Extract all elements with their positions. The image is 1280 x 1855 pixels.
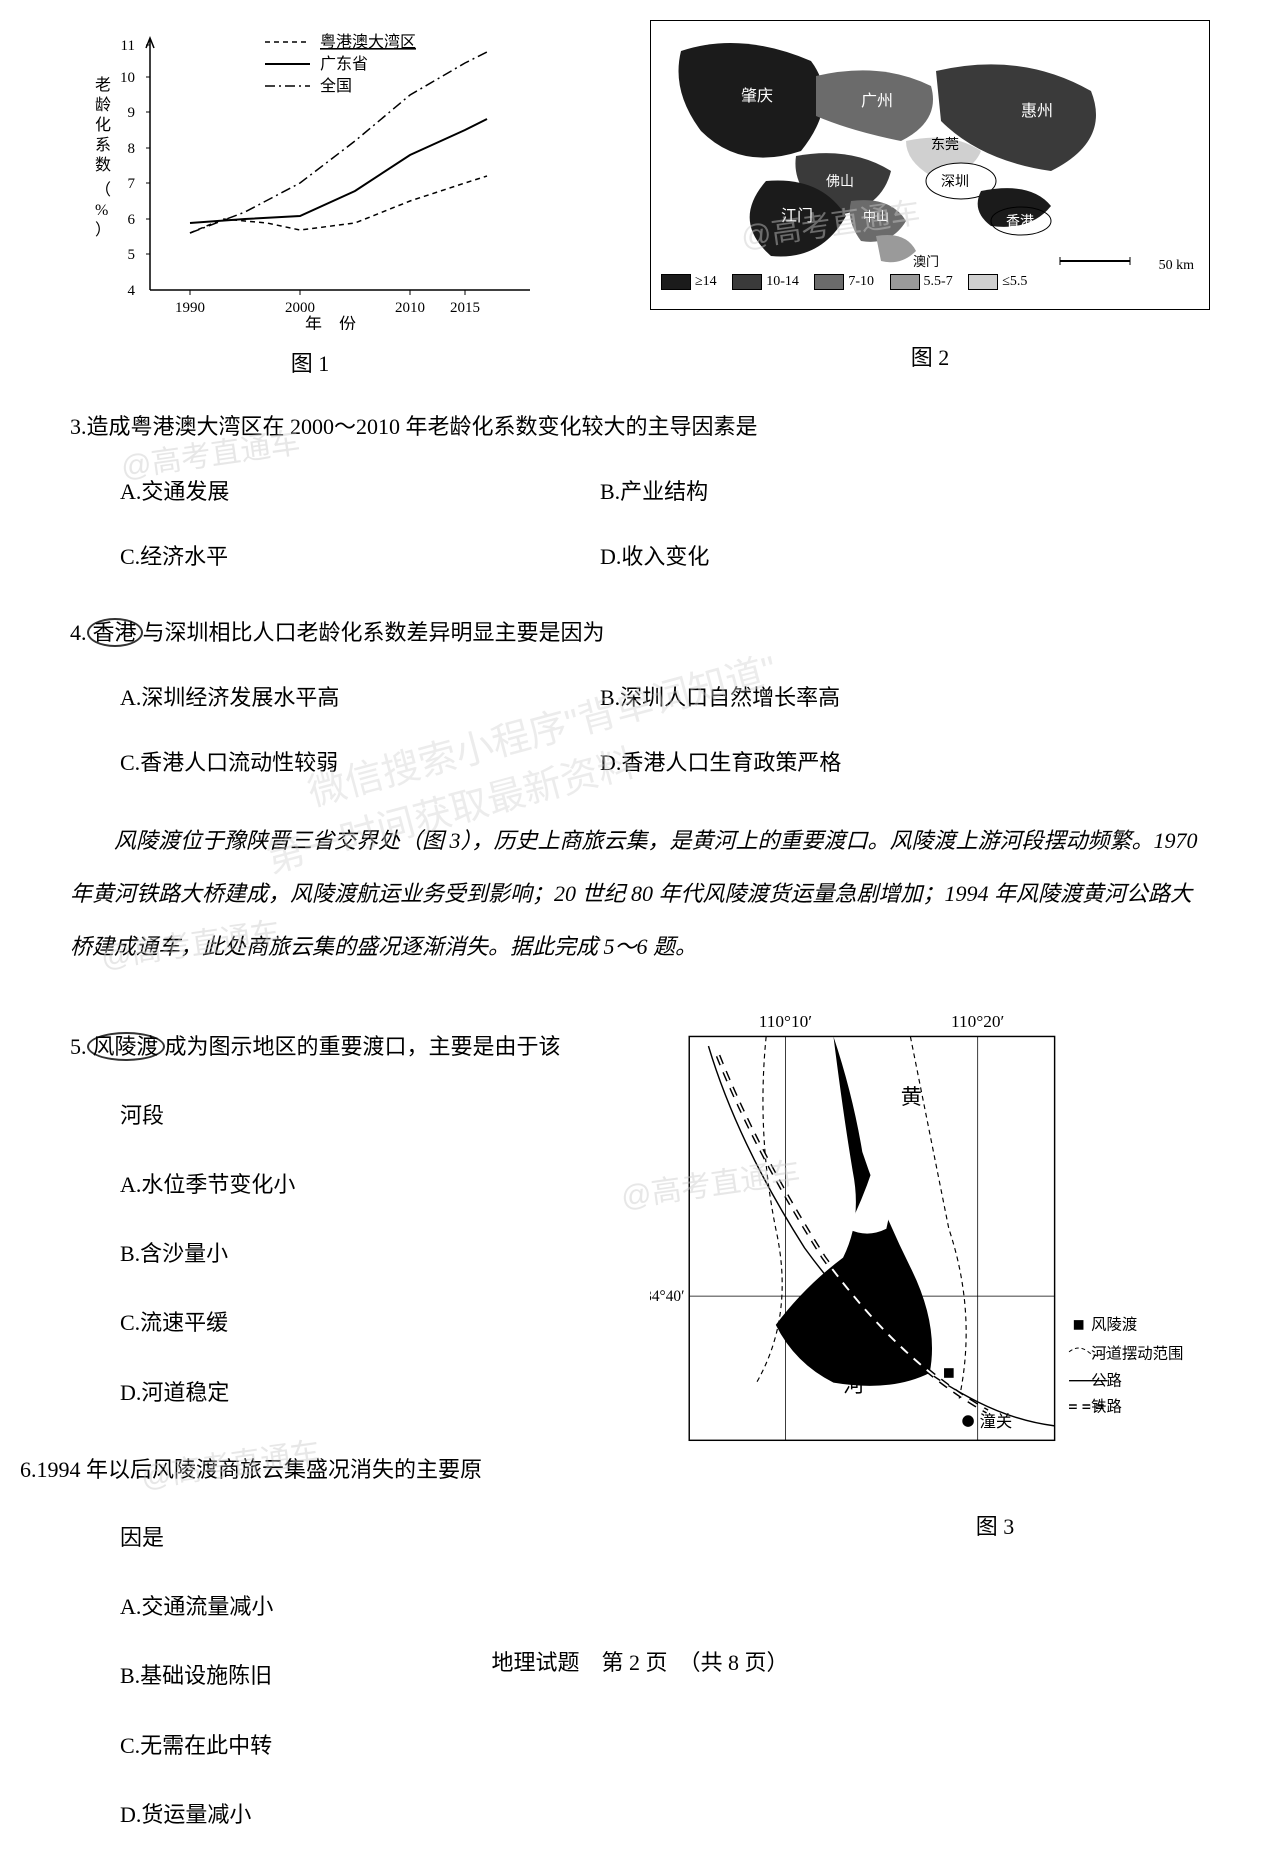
svg-text:11: 11 [121, 38, 135, 54]
q56-section: 5.风陵渡成为图示地区的重要渡口，主要是由于该 河段 A.水位季节变化小 B.含… [70, 998, 1210, 1855]
map-legend: ≥14 10-14 7-10 5.5-7 ≤5.5 [661, 274, 1199, 304]
svg-text:东莞: 东莞 [931, 137, 959, 153]
q6-number: 6. [20, 1457, 37, 1482]
q4-option-d: D.香港人口生育政策严格 [600, 737, 1080, 790]
svg-text:化: 化 [95, 116, 111, 134]
q3-option-b: B.产业结构 [600, 466, 1080, 519]
question-6: 6.1994 年以后风陵渡商旅云集盛况消失的主要原 [20, 1446, 650, 1494]
svg-text:风陵渡: 风陵渡 [1091, 1316, 1137, 1334]
svg-text:铁路: 铁路 [1091, 1398, 1122, 1416]
footer-subject: 地理试题 [491, 1650, 579, 1675]
q4-number: 4. [70, 620, 87, 645]
q5-option-a: A.水位季节变化小 [120, 1156, 650, 1213]
svg-text:1990: 1990 [175, 300, 205, 316]
q5-option-d: D.河道稳定 [120, 1364, 650, 1421]
q6-option-d: D.货运量减小 [120, 1786, 650, 1843]
q3-options-row2: C.经济水平 D.收入变化 [120, 531, 1210, 584]
q56-left: 5.风陵渡成为图示地区的重要渡口，主要是由于该 河段 A.水位季节变化小 B.含… [70, 998, 650, 1855]
q6-text: 1994 年以后风陵渡商旅云集盛况消失的主要原 [37, 1457, 483, 1482]
svg-text:9: 9 [128, 105, 136, 121]
svg-text:110°20′: 110°20′ [951, 1012, 1004, 1031]
svg-text:老: 老 [95, 76, 111, 94]
svg-text:4: 4 [128, 283, 136, 299]
svg-text:2015: 2015 [450, 300, 480, 316]
q6-sub: 因是 [120, 1509, 650, 1566]
q3-option-a: A.交通发展 [120, 466, 600, 519]
svg-text:中山: 中山 [863, 209, 889, 224]
q5-option-b: B.含沙量小 [120, 1225, 650, 1282]
q4-options-row1: A.深圳经济发展水平高 B.深圳人口自然增长率高 [120, 672, 1210, 725]
q5-number: 5. [70, 1034, 87, 1059]
q6-option-c: C.无需在此中转 [120, 1717, 650, 1774]
svg-text:佛山: 佛山 [826, 174, 854, 190]
q4-options-row2: C.香港人口流动性较弱 D.香港人口生育政策严格 [120, 737, 1210, 790]
question-4: 4.香港与深圳相比人口老龄化系数差异明显主要是因为 [70, 609, 1210, 657]
q5-sub: 河段 [120, 1087, 650, 1144]
fig1-label: 图 1 [70, 346, 550, 378]
q3-number: 3. [70, 414, 87, 439]
footer-total: （共 8 页） [690, 1650, 789, 1675]
q3-option-d: D.收入变化 [600, 531, 1080, 584]
fig2-label: 图 2 [650, 340, 1210, 372]
q3-options-row1: A.交通发展 B.产业结构 [120, 466, 1210, 519]
svg-text:河道摆动范围: 河道摆动范围 [1091, 1345, 1183, 1363]
svg-text:2000: 2000 [285, 300, 315, 316]
q4-text: 与深圳相比人口老龄化系数差异明显主要是因为 [143, 620, 605, 645]
q5-circled: 风陵渡 [87, 1032, 165, 1061]
q3-option-c: C.经济水平 [120, 531, 600, 584]
page-footer: 地理试题 第 2 页 （共 8 页） [0, 1645, 1280, 1677]
svg-text:）: ） [95, 221, 111, 239]
line-chart: 4 5 6 7 8 9 10 11 1990 2000 2010 2015 年 … [70, 20, 550, 330]
svg-text:惠州: 惠州 [1021, 102, 1053, 120]
q4-circled: 香港 [87, 618, 143, 647]
scale-bar: 50 km [1055, 249, 1194, 274]
top-figures: 4 5 6 7 8 9 10 11 1990 2000 2010 2015 年 … [70, 20, 1210, 378]
svg-text:深圳: 深圳 [941, 174, 969, 190]
svg-text:7: 7 [128, 176, 136, 192]
svg-text:全国: 全国 [320, 77, 352, 95]
svg-text:河: 河 [843, 1374, 864, 1398]
svg-text:黄: 黄 [901, 1085, 922, 1109]
svg-text:数: 数 [95, 156, 111, 174]
svg-text:广州: 广州 [861, 92, 893, 110]
svg-text:10: 10 [120, 70, 135, 86]
svg-text:%: % [95, 202, 108, 219]
passage-56: 风陵渡位于豫陕晋三省交界处（图 3），历史上商旅云集，是黄河上的重要渡口。风陵渡… [70, 815, 1210, 973]
svg-text:（: （ [95, 181, 111, 199]
svg-text:5: 5 [128, 247, 136, 263]
svg-text:广东省: 广东省 [320, 55, 368, 73]
q4-option-c: C.香港人口流动性较弱 [120, 737, 600, 790]
svg-text:8: 8 [128, 141, 136, 157]
q4-option-a: A.深圳经济发展水平高 [120, 672, 600, 725]
svg-text:江门: 江门 [781, 207, 813, 225]
svg-text:粤港澳大湾区: 粤港澳大湾区 [320, 32, 416, 51]
q5-option-c: C.流速平缓 [120, 1294, 650, 1351]
figure-2: 肇庆 广州 惠州 东莞 深圳 佛山 江门 中山 澳门 香港 [650, 20, 1210, 372]
svg-text:6: 6 [128, 212, 136, 228]
svg-text:澳门: 澳门 [913, 254, 939, 269]
svg-text:潼关: 潼关 [980, 1412, 1013, 1431]
map-box: 肇庆 广州 惠州 东莞 深圳 佛山 江门 中山 澳门 香港 [650, 20, 1210, 310]
svg-text:110°10′: 110°10′ [759, 1012, 812, 1031]
svg-text:2010: 2010 [395, 300, 425, 316]
question-5: 5.风陵渡成为图示地区的重要渡口，主要是由于该 [70, 1023, 650, 1071]
figure-3: 110°10′ 110°20′ 34°40′ 黄 河 潼关 [650, 998, 1210, 1855]
q6-option-a: A.交通流量减小 [120, 1578, 650, 1635]
q4-option-b: B.深圳人口自然增长率高 [600, 672, 1080, 725]
svg-text:34°40′: 34°40′ [650, 1288, 684, 1305]
question-3: 3.造成粤港澳大湾区在 2000～2010 年老龄化系数变化较大的主导因素是 [70, 403, 1210, 451]
svg-text:系: 系 [95, 136, 111, 154]
q3-text: 造成粤港澳大湾区在 2000～2010 年老龄化系数变化较大的主导因素是 [87, 414, 758, 439]
fig3-label: 图 3 [780, 1509, 1210, 1541]
svg-text:龄: 龄 [95, 96, 111, 114]
svg-text:公路: 公路 [1091, 1372, 1122, 1390]
svg-text:肇庆: 肇庆 [741, 87, 773, 105]
q5-text: 成为图示地区的重要渡口，主要是由于该 [165, 1034, 561, 1059]
svg-text:香港: 香港 [1006, 214, 1034, 230]
footer-page: 第 2 页 [601, 1650, 667, 1675]
svg-text:年 份: 年 份 [305, 315, 356, 330]
figure-1: 4 5 6 7 8 9 10 11 1990 2000 2010 2015 年 … [70, 20, 550, 378]
map-3: 110°10′ 110°20′ 34°40′ 黄 河 潼关 [650, 998, 1190, 1498]
